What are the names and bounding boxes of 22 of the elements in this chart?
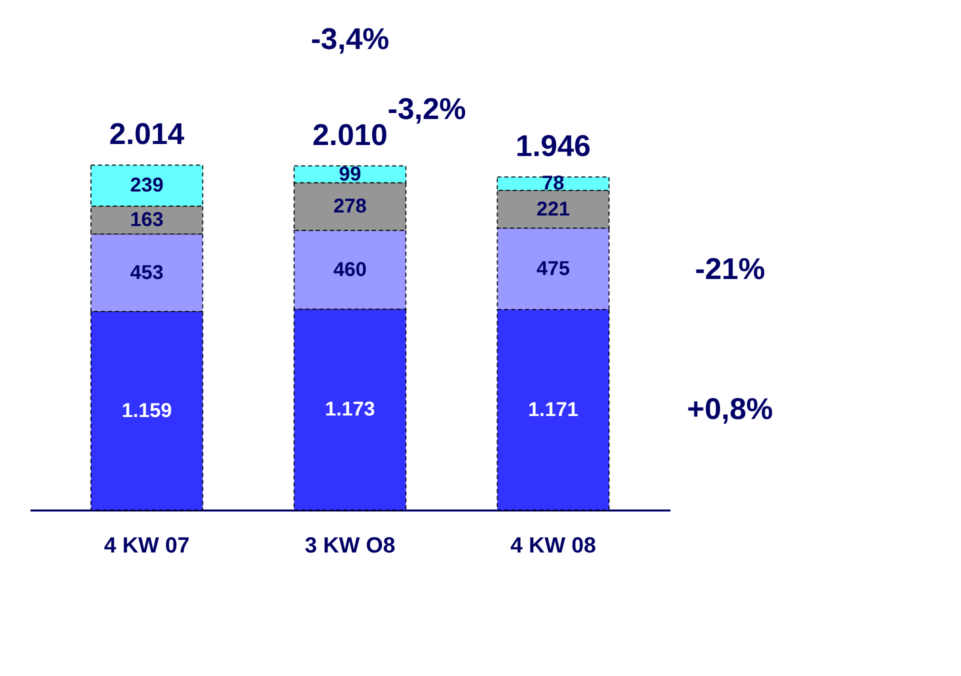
- data-label: 221: [536, 198, 570, 220]
- text: -21%: [694, 253, 766, 286]
- text: -3,2%: [388, 93, 466, 126]
- data-label: 78: [542, 172, 564, 195]
- total-label: 1.946: [516, 130, 591, 163]
- x-tick-label: 4 KW 08: [510, 532, 596, 558]
- total-label: 2.014: [109, 118, 185, 152]
- data-label: 475: [536, 258, 570, 280]
- x-tick-label: 3 KW O8: [304, 532, 396, 558]
- text: -3,4%: [310, 23, 390, 56]
- data-label: 453: [130, 262, 164, 284]
- text: +0,8%: [687, 393, 773, 426]
- data-label: 163: [130, 209, 164, 232]
- data-label: 460: [333, 258, 367, 281]
- data-label: 1.171: [528, 398, 578, 421]
- total-label: 2.010: [312, 118, 388, 152]
- data-label: 278: [333, 196, 367, 218]
- data-label: 99: [338, 163, 362, 186]
- x-tick-label: 4 KW 07: [104, 532, 190, 558]
- data-label: 1.159: [122, 400, 172, 422]
- data-label: 239: [130, 174, 164, 197]
- data-label: 1.173: [324, 398, 376, 421]
